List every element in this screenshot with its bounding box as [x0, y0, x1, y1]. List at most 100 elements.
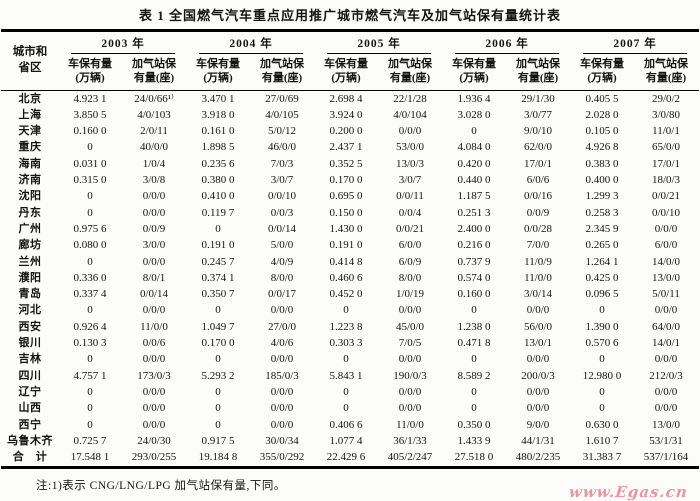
data-cell: 1.238 0: [457, 320, 491, 333]
corner-header-line2: 省区: [18, 61, 42, 74]
table-row: 广州 0.975 6 0/0/9 0 0/0/14 1.430 0 0/0/21 2.400 …: [1, 221, 699, 237]
stations-col-header: 加气站保 有量(座): [377, 54, 443, 91]
data-cell: 0/0/14: [139, 288, 169, 301]
city-name: 西安: [18, 320, 42, 333]
data-cell: 0.080 0: [73, 239, 107, 252]
data-cell: 65/0/0: [651, 141, 681, 154]
data-cell: 0: [599, 353, 605, 366]
data-cell: 0/0/0: [142, 206, 166, 219]
data-cell: 0/0/9: [142, 222, 166, 235]
data-cell: 0/0/16: [523, 190, 553, 203]
city-name: 沈阳: [18, 190, 42, 203]
data-cell: 24/0/66¹⁾: [134, 92, 174, 105]
vehicles-col-header: 车保有量 (万辆): [571, 54, 633, 91]
data-cell: 0.235 6: [201, 157, 235, 170]
data-cell: 17/0/1: [651, 157, 681, 170]
data-cell: 24/0/30: [137, 434, 171, 447]
year-header: 2003 年: [59, 31, 187, 54]
data-cell: 53/1/31: [649, 434, 683, 447]
data-cell: 17/0/1: [523, 157, 553, 170]
data-cell: 5/0/12: [267, 125, 297, 138]
data-cell: 0: [215, 222, 221, 235]
data-cell: 0.725 7: [73, 434, 107, 447]
city-name: 青岛: [18, 288, 42, 301]
stations-col-header: 加气站保 有量(座): [249, 54, 315, 91]
table-row: 银川 0.130 3 0/0/6 0.170 0 4/0/6 0.303 3 7/0/5 0.…: [1, 335, 699, 351]
data-cell: 0: [215, 385, 221, 398]
data-cell: 0.695 0: [329, 190, 363, 203]
data-cell: 53/0/0: [395, 141, 425, 154]
data-cell: 0/0/0: [654, 385, 678, 398]
data-cell: 1/0/4: [142, 157, 166, 170]
data-cell: 0.975 6: [73, 222, 107, 235]
data-cell: 0/0/0: [270, 304, 294, 317]
table-row: 青岛 0.337 4 0/0/14 0.350 7 0/0/17 0.452 0 1/0/1…: [1, 286, 699, 302]
data-cell: 0/0/6: [142, 337, 166, 350]
data-cell: 0.245 7: [201, 255, 235, 268]
corner-header: 城市和 省区: [1, 30, 59, 91]
data-cell: 3.850 5: [73, 108, 107, 121]
data-cell: 27.518 0: [454, 451, 494, 464]
table-row: 北京 4.923 1 24/0/66¹⁾ 3.470 1 27/0/69 2.698 4 2…: [1, 90, 699, 107]
year-header: 2004 年: [187, 31, 315, 54]
data-cell: 0.096 5: [585, 288, 619, 301]
data-cell: 0/0/0: [654, 353, 678, 366]
data-cell: 2.028 0: [585, 108, 619, 121]
data-cell: 0.471 8: [457, 337, 491, 350]
data-cell: 1.049 7: [201, 320, 235, 333]
sub-header-row: 车保有量 (万辆) 加气站保 有量(座) 车保有量 (万辆) 加气站保 有量(座) 车保有量 (万…: [1, 54, 699, 91]
data-cell: 3/0/7: [270, 174, 294, 187]
data-cell: 3.918 0: [201, 108, 235, 121]
data-cell: 0/0/4: [398, 206, 422, 219]
data-cell: 13/0/1: [523, 337, 553, 350]
data-cell: 17.548 1: [70, 451, 110, 464]
data-cell: 30/0/34: [265, 434, 299, 447]
data-cell: 2.437 1: [329, 141, 363, 154]
data-cell: 4/0/104: [393, 108, 427, 121]
data-cell: 2.345 9: [585, 222, 619, 235]
data-cell: 0.170 0: [201, 337, 235, 350]
data-cell: 1/0/19: [395, 288, 425, 301]
table-row: 沈阳 0 0/0/0 0.410 0 0/0/10 0.695 0 0/0/11 1.187 …: [1, 188, 699, 204]
city-name: 海南: [18, 157, 42, 170]
data-cell: 1.936 4: [457, 92, 491, 105]
data-cell: 0.570 6: [585, 337, 619, 350]
data-cell: 0.315 0: [73, 174, 107, 187]
table-row: 济南 0.315 0 3/0/8 0.380 0 3/0/7 0.170 0 3/0/7 0.…: [1, 172, 699, 188]
data-cell: 0/0/0: [142, 402, 166, 415]
data-cell: 0: [87, 190, 93, 203]
data-cell: 14/0/0: [651, 255, 681, 268]
data-cell: 1.610 7: [585, 434, 619, 447]
table-row: 上海 3.850 5 4/0/103 3.918 0 4/0/105 3.924 0 4/0…: [1, 107, 699, 123]
data-cell: 0.105 0: [585, 125, 619, 138]
data-cell: 8/0/0: [398, 271, 422, 284]
data-cell: 40/0/0: [139, 141, 169, 154]
data-cell: 0.352 5: [329, 157, 363, 170]
table-row: 辽宁 0 0/0/0 0 0/0/0 0 0/0/0 0 0/0/0 0 0/0/0: [1, 384, 699, 400]
data-cell: 11/0/0: [396, 418, 424, 431]
data-cell: 0/0/0: [270, 402, 294, 415]
city-name: 重庆: [18, 141, 42, 154]
data-cell: 6/0/6: [526, 174, 550, 187]
table-row: 四川 4.757 1 173/0/3 5.293 2 185/0/3 5.843 1 190…: [1, 368, 699, 384]
data-cell: 46/0/0: [267, 141, 297, 154]
data-cell: 173/0/3: [137, 369, 171, 382]
data-cell: 1.299 3: [585, 190, 619, 203]
data-cell: 0.425 0: [585, 271, 619, 284]
data-cell: 0.130 3: [73, 337, 107, 350]
data-cell: 27/0/0: [267, 320, 297, 333]
city-name: 银川: [18, 337, 42, 350]
data-cell: 0/0/0: [526, 304, 550, 317]
data-cell: 13/0/3: [395, 157, 425, 170]
table-row: 西宁 0 0/0/0 0 0/0/0 0.406 6 11/0/0 0.350 0 9/0/0 0…: [1, 417, 699, 433]
data-cell: 36/1/33: [393, 434, 427, 447]
data-cell: 0: [599, 304, 605, 317]
data-cell: 2/0/11: [140, 125, 168, 138]
data-cell: 3/0/0: [142, 239, 166, 252]
data-cell: 3.924 0: [329, 108, 363, 121]
data-cell: 0: [343, 402, 349, 415]
city-name: 吉林: [18, 353, 42, 366]
table-body: 北京 4.923 1 24/0/66¹⁾ 3.470 1 27/0/69 2.698 4 2…: [1, 90, 699, 468]
data-cell: 1.898 5: [201, 141, 235, 154]
